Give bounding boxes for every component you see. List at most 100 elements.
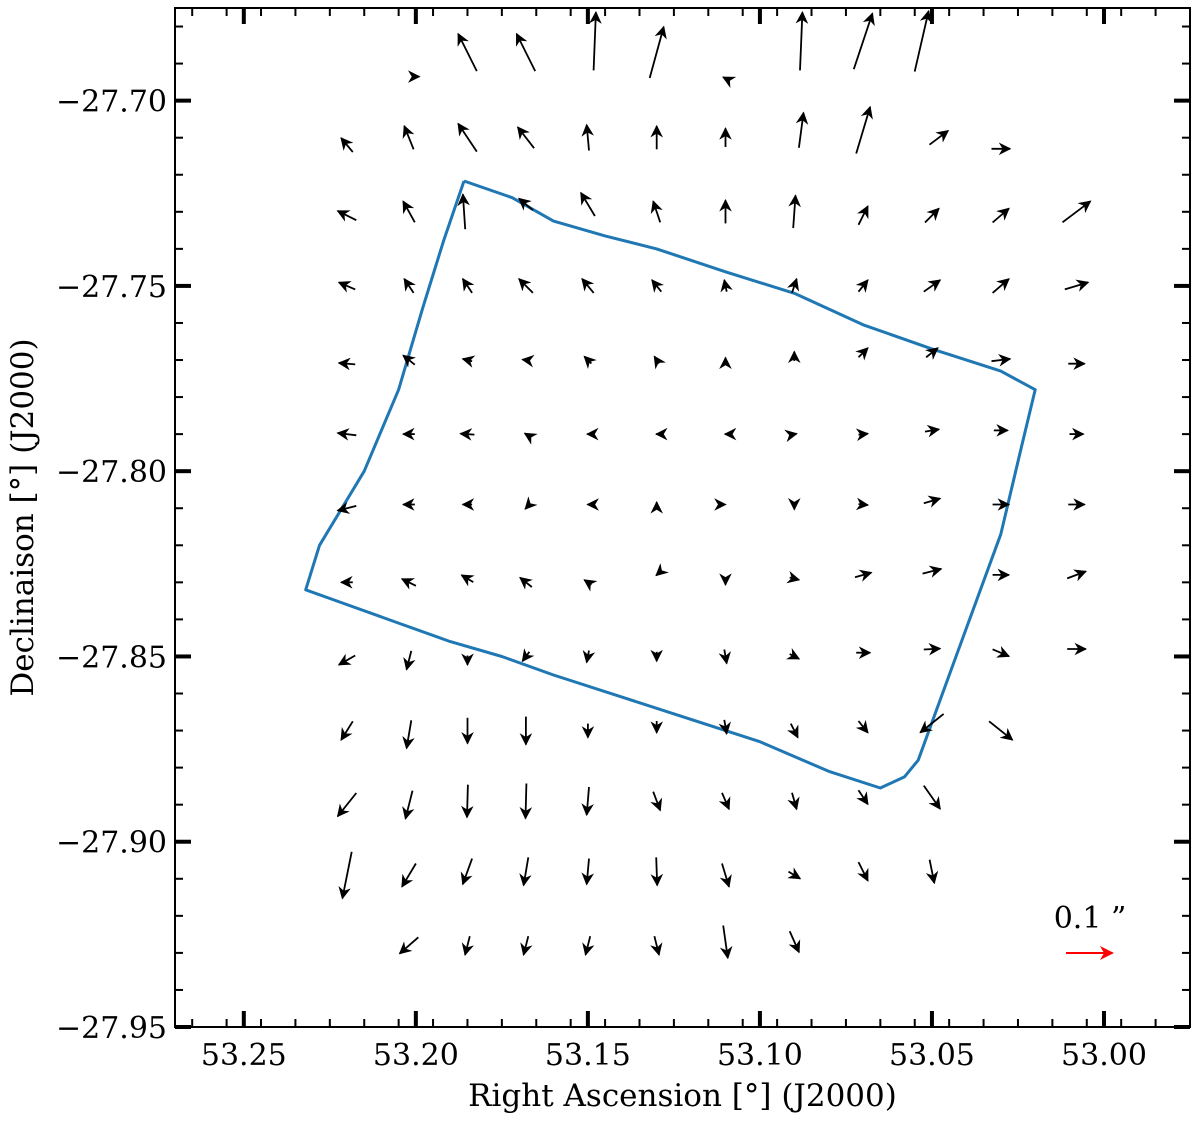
- distortion-vector-42: [992, 278, 1010, 294]
- distortion-vector-123: [856, 789, 869, 806]
- distortion-vector-124: [923, 785, 941, 810]
- distortion-vector-115: [336, 792, 358, 818]
- distortion-vector-105: [402, 720, 415, 750]
- distortion-vector-113: [919, 713, 945, 734]
- distortion-vector-44: [337, 357, 356, 371]
- distortion-vector-139: [650, 935, 663, 957]
- distortion-vector-4: [648, 25, 667, 79]
- distortion-vector-127: [460, 858, 473, 886]
- distortion-vector-141: [788, 930, 801, 954]
- y-tick-label: −27.95: [56, 1011, 167, 1046]
- vector-layer: [336, 9, 1092, 960]
- distortion-vector-135: [398, 936, 419, 955]
- distortion-vector-23: [518, 197, 534, 211]
- distortion-vector-40: [855, 279, 869, 293]
- distortion-vector-38: [720, 278, 733, 293]
- distortion-vector-99: [786, 648, 801, 660]
- reference-arrow-group: 0.1 ”: [1054, 901, 1127, 960]
- distortion-vector-68: [336, 501, 357, 514]
- distortion-vector-13: [581, 123, 594, 151]
- distortion-vector-18: [928, 129, 950, 146]
- distortion-vector-82: [460, 574, 475, 587]
- distortion-vector-45: [402, 354, 416, 368]
- distortion-vector-37: [651, 279, 665, 293]
- distortion-vector-131: [719, 863, 732, 888]
- distortion-vector-64: [855, 428, 870, 442]
- distortion-vector-122: [787, 792, 800, 811]
- distortion-vector-126: [401, 863, 417, 888]
- distortion-vector-117: [461, 784, 474, 819]
- distortion-vector-28: [857, 205, 869, 226]
- distortion-vector-88: [854, 569, 873, 582]
- distortion-vector-129: [581, 858, 594, 886]
- distortion-vector-41: [923, 279, 942, 293]
- distortion-vector-120: [650, 791, 663, 812]
- y-tick-label: −27.90: [56, 826, 167, 861]
- x-tick-label: 53.15: [545, 1038, 631, 1073]
- distortion-vector-89: [922, 565, 943, 578]
- distortion-vector-85: [655, 563, 669, 577]
- y-axis-label: Declinaison [°] (J2000): [5, 338, 41, 696]
- distortion-vector-121: [718, 792, 731, 811]
- distortion-vector-8: [913, 9, 933, 72]
- distortion-vector-119: [581, 786, 594, 817]
- distortion-vector-77: [923, 495, 942, 508]
- distortion-vector-112: [855, 719, 869, 734]
- distortion-vector-25: [650, 200, 663, 223]
- distortion-vector-140: [719, 925, 733, 960]
- distortion-vector-31: [1061, 200, 1092, 224]
- distortion-vector-101: [923, 642, 942, 656]
- distortion-vector-10: [402, 124, 415, 150]
- distortion-vector-91: [1066, 569, 1087, 582]
- detector-footprint: [304, 179, 1037, 790]
- distortion-vector-29: [924, 207, 940, 224]
- distortion-vector-116: [402, 790, 415, 820]
- distortion-vector-11: [457, 122, 478, 153]
- y-tick-label: −27.75: [56, 270, 167, 305]
- distortion-vector-128: [519, 857, 532, 887]
- x-axis-label: Right Ascension [°] (J2000): [468, 1078, 897, 1114]
- distortion-vector-92: [337, 653, 356, 666]
- distortion-vector-22: [457, 193, 470, 230]
- footprint-layer: [304, 179, 1037, 790]
- distortion-vector-132: [787, 867, 802, 880]
- y-tick-label: −27.80: [56, 455, 167, 490]
- reference-arrow-label: 0.1 ”: [1054, 901, 1127, 936]
- distortion-vector-110: [718, 719, 731, 736]
- distortion-vector-71: [524, 496, 538, 510]
- distortion-vector-49: [653, 355, 666, 370]
- distortion-vector-53: [925, 347, 939, 360]
- distortion-vector-137: [520, 935, 533, 957]
- distortion-vector-32: [337, 281, 356, 293]
- distortion-vector-130: [650, 857, 664, 887]
- distortion-vector-59: [523, 432, 538, 445]
- distortion-vector-95: [521, 648, 535, 663]
- distortion-vector-43: [1064, 279, 1090, 292]
- distortion-vector-24: [580, 191, 596, 217]
- plot-frame: [174, 7, 1191, 1028]
- distortion-vector-81: [400, 578, 417, 590]
- distortion-vector-104: [340, 720, 354, 741]
- distortion-vector-9: [340, 137, 354, 153]
- x-tick-label: 53.00: [1061, 1038, 1147, 1073]
- distortion-vector-5: [722, 76, 737, 89]
- tick-layer: 53.25 53.20 53.15 53.10 53.05 53.00 −27.70 −27.…: [56, 8, 1190, 1073]
- distortion-vector-114: [988, 720, 1014, 741]
- distortion-vector-1: [457, 32, 478, 72]
- distortion-vector-118: [519, 783, 533, 820]
- distortion-vector-7: [852, 12, 875, 70]
- distortion-vector-34: [462, 277, 475, 294]
- x-tick-label: 53.20: [373, 1038, 459, 1073]
- distortion-vector-87: [786, 570, 801, 584]
- distortion-vector-93: [403, 650, 416, 671]
- distortion-vector-56: [336, 428, 357, 441]
- distortion-vector-136: [461, 935, 474, 957]
- distortion-vector-33: [403, 277, 416, 294]
- distortion-vector-76: [855, 497, 870, 511]
- distortion-vector-63: [784, 429, 798, 443]
- x-tick-label: 53.05: [889, 1038, 975, 1073]
- distortion-vector-58: [459, 428, 475, 441]
- distortion-vector-17: [855, 105, 873, 154]
- distortion-vector-134: [925, 859, 939, 885]
